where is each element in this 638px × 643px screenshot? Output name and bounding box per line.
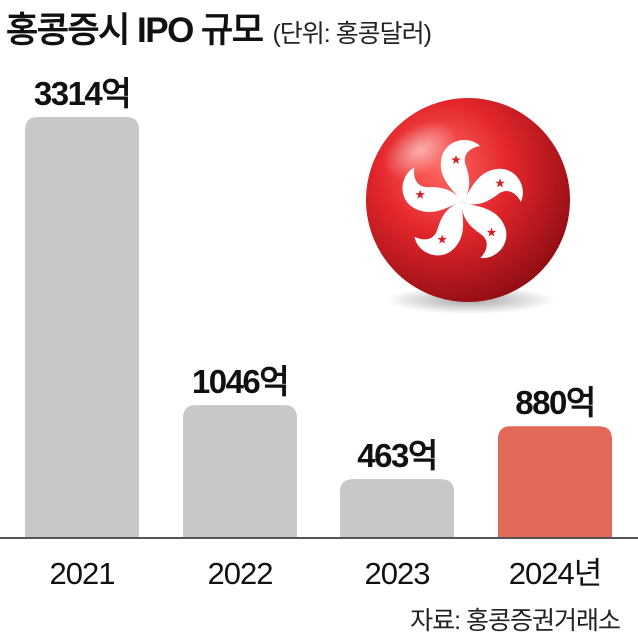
chart-header: 홍콩증시 IPO 규모 (단위: 홍콩달러) <box>6 2 432 50</box>
bar-2021 <box>25 117 139 538</box>
x-tick-label-2024년: 2024년 <box>509 556 601 591</box>
data-label-2024년: 880억 <box>515 384 594 421</box>
bar-2023 <box>340 479 454 538</box>
bar-2022 <box>183 405 297 538</box>
hong-kong-flag-icon <box>366 98 570 314</box>
data-label-2023: 463억 <box>357 437 436 474</box>
chart-title: 홍콩증시 IPO 규모 <box>6 11 264 50</box>
data-label-2021: 3314억 <box>34 75 130 112</box>
data-label-2022: 1046억 <box>192 363 288 400</box>
bar-2024년 <box>498 426 612 538</box>
source-note: 자료: 홍콩증권거래소 <box>410 607 621 635</box>
x-tick-label-2023: 2023 <box>365 556 430 591</box>
x-tick-label-2021: 2021 <box>50 556 115 591</box>
x-tick-label-2022: 2022 <box>208 556 273 591</box>
chart-unit: (단위: 홍콩달러) <box>272 20 432 48</box>
